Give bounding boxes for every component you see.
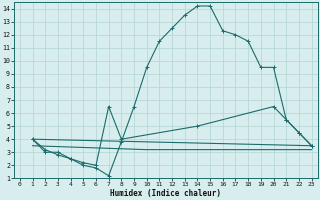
X-axis label: Humidex (Indice chaleur): Humidex (Indice chaleur) xyxy=(110,189,221,198)
